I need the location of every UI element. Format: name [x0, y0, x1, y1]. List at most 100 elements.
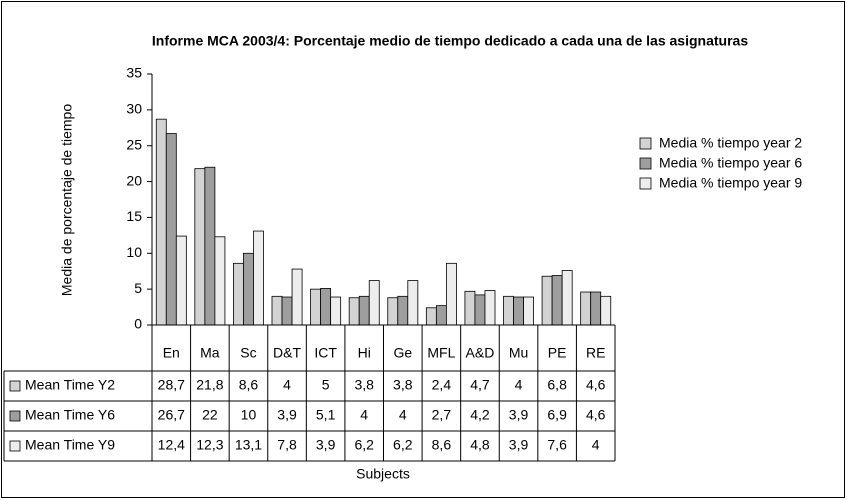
table-key — [9, 410, 21, 422]
table-cell: 8,6 — [239, 377, 259, 393]
bar — [165, 133, 177, 326]
y-tick-label: 15 — [126, 208, 142, 224]
table-cell: 7,6 — [547, 437, 567, 453]
table-cell: 7,8 — [277, 437, 297, 453]
bar — [503, 295, 514, 326]
bar — [214, 236, 226, 326]
bar — [513, 296, 524, 326]
x-tick-label: ICT — [314, 345, 337, 361]
bar — [407, 280, 419, 326]
bar — [271, 295, 283, 326]
bar — [474, 294, 486, 326]
bar — [330, 296, 342, 326]
legend-label: Media % tiempo year 9 — [659, 175, 802, 191]
y-tick-label: 25 — [126, 136, 142, 152]
legend-swatch — [639, 137, 652, 150]
table-cell: 5 — [322, 377, 330, 393]
table-cell: 3,9 — [509, 437, 529, 453]
y-tick-label: 30 — [126, 101, 142, 117]
bar — [194, 168, 206, 326]
table-key — [9, 440, 21, 452]
bar — [204, 166, 216, 326]
x-tick-label: PE — [548, 345, 567, 361]
table-cell: 6,9 — [547, 407, 567, 423]
table-cell: 8,6 — [432, 437, 452, 453]
table-cell: 26,7 — [158, 407, 185, 423]
table-cell: 4,7 — [470, 377, 490, 393]
bar — [310, 288, 322, 326]
table-cell: 21,8 — [196, 377, 223, 393]
table-cell: 4 — [360, 407, 368, 423]
table-cell: 4,2 — [470, 407, 490, 423]
table-cell: 4 — [515, 377, 523, 393]
x-tick-label: Mu — [509, 345, 528, 361]
bar — [464, 290, 476, 326]
table-cell: 3,8 — [354, 377, 374, 393]
table-cell: 4 — [283, 377, 291, 393]
table-cell: 6,8 — [547, 377, 567, 393]
bar — [253, 230, 264, 326]
x-tick-label: RE — [586, 345, 605, 361]
bar — [291, 268, 303, 326]
bar — [484, 290, 496, 326]
bar — [397, 295, 409, 326]
table-key — [9, 380, 21, 392]
table-cell: 13,1 — [235, 437, 262, 453]
y-axis-label: Media de porcentaje de tiempo — [59, 104, 75, 296]
table-cell: 6,2 — [354, 437, 374, 453]
chart-title: Informe MCA 2003/4: Porcentaje medio de … — [152, 33, 748, 49]
table-cell: 2,7 — [432, 407, 452, 423]
bar — [561, 270, 573, 326]
bar — [425, 307, 437, 326]
bar — [175, 235, 187, 326]
x-tick-label: Ma — [200, 345, 220, 361]
table-row-label: Mean Time Y9 — [25, 437, 115, 453]
x-tick-label: D&T — [273, 345, 301, 361]
table-cell: 3,9 — [277, 407, 297, 423]
bar — [551, 275, 563, 326]
table-cell: 6,2 — [393, 437, 413, 453]
x-tick-label: Ge — [393, 345, 412, 361]
x-tick-label: Hi — [358, 345, 371, 361]
table-cell: 3,9 — [509, 407, 529, 423]
bar — [368, 280, 380, 326]
table-cell: 5,1 — [316, 407, 336, 423]
x-axis-label: Subjects — [356, 466, 410, 482]
table-cell: 12,3 — [196, 437, 223, 453]
bar — [590, 291, 602, 326]
bar — [523, 296, 534, 326]
table-cell: 3,8 — [393, 377, 413, 393]
table-cell: 12,4 — [158, 437, 185, 453]
x-tick-label: A&D — [466, 345, 495, 361]
table-cell: 4 — [592, 437, 600, 453]
table-cell: 4,6 — [586, 407, 606, 423]
bar — [233, 262, 244, 326]
x-tick-label: MFL — [427, 345, 455, 361]
y-tick-label: 0 — [134, 316, 142, 332]
table-cell: 22 — [202, 407, 218, 423]
table-cell: 2,4 — [432, 377, 452, 393]
legend-label: Media % tiempo year 2 — [659, 135, 802, 151]
bar — [580, 291, 592, 326]
table-cell: 28,7 — [158, 377, 185, 393]
table-row-label: Mean Time Y6 — [25, 407, 115, 423]
bar — [358, 295, 370, 326]
table-cell: 3,9 — [316, 437, 336, 453]
bar — [600, 295, 612, 326]
y-tick-label: 10 — [126, 244, 142, 260]
table-cell: 4,8 — [470, 437, 490, 453]
bar — [320, 288, 332, 326]
bar — [435, 305, 447, 326]
y-tick-label: 5 — [134, 280, 142, 296]
table-row-label: Mean Time Y2 — [25, 377, 115, 393]
y-tick-label: 35 — [126, 65, 142, 81]
bar — [387, 297, 399, 326]
y-tick-label: 20 — [126, 172, 142, 188]
legend-swatch — [639, 157, 652, 170]
bar — [243, 252, 254, 326]
bar — [348, 297, 360, 326]
x-tick-label: Sc — [240, 345, 256, 361]
legend-label: Media % tiempo year 6 — [659, 155, 802, 171]
